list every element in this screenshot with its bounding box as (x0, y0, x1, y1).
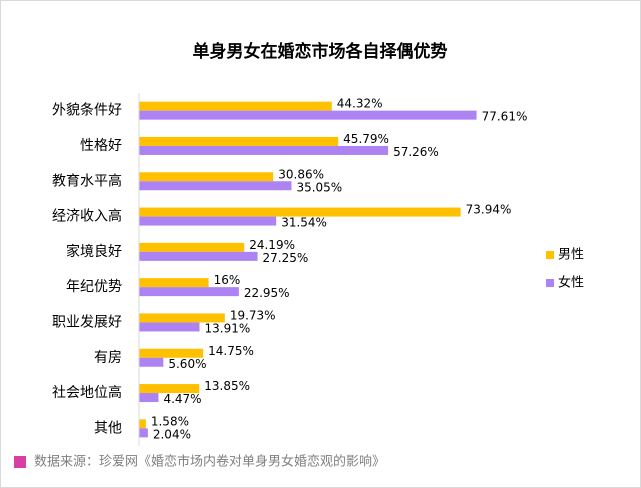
category-label: 经济收入高 (52, 208, 122, 225)
value-label: 4.47% (163, 392, 201, 406)
value-label: 57.26% (393, 145, 439, 159)
bar (139, 172, 274, 182)
bar (139, 251, 258, 261)
legend-label: 男性 (558, 248, 584, 263)
value-label: 73.94% (466, 203, 512, 217)
value-label: 35.05% (296, 180, 342, 194)
category-label: 外貌条件好 (52, 102, 122, 119)
bar (139, 216, 277, 226)
source-marker (14, 456, 26, 468)
bar (139, 419, 146, 429)
bar (139, 287, 239, 297)
value-label: 22.95% (244, 286, 290, 300)
category-label: 年纪优势 (66, 279, 122, 295)
value-label: 16% (214, 273, 241, 287)
value-label: 2.04% (153, 427, 191, 441)
bar (139, 322, 200, 332)
value-label: 13.91% (205, 321, 251, 335)
bar (139, 136, 339, 146)
value-label: 31.54% (281, 216, 327, 230)
bar (139, 181, 292, 191)
category-label: 其他 (94, 420, 122, 436)
value-label: 44.32% (337, 97, 383, 111)
bar (139, 242, 245, 252)
category-label: 职业发展好 (52, 314, 122, 330)
bar (139, 278, 209, 288)
category-label: 有房 (94, 350, 122, 366)
value-label: 45.79% (343, 132, 389, 146)
bar (139, 207, 461, 217)
category-label: 家境良好 (66, 243, 122, 260)
bar (139, 348, 204, 358)
value-label: 30.86% (278, 167, 324, 181)
value-label: 14.75% (208, 344, 254, 358)
bar (139, 101, 332, 111)
value-label: 19.73% (230, 308, 276, 322)
bar (139, 393, 159, 403)
source: 数据来源：珍爱网《婚恋市场内卷对单身男女婚恋观的影响》 (34, 454, 385, 470)
value-label: 27.25% (263, 251, 309, 265)
value-label: 24.19% (249, 238, 295, 252)
bar (139, 357, 164, 367)
legend-swatch (546, 251, 554, 259)
bar (139, 110, 477, 120)
bar (139, 384, 200, 394)
bar (139, 145, 389, 155)
legend-swatch (546, 279, 554, 287)
value-label: 13.85% (204, 379, 250, 393)
value-label: 1.58% (151, 414, 189, 428)
value-label: 5.60% (168, 357, 206, 371)
bar (139, 313, 225, 323)
category-label: 性格好 (80, 138, 122, 154)
chart-title: 单身男女在婚恋市场各自择偶优势 (193, 41, 448, 62)
category-label: 教育水平高 (52, 172, 122, 189)
bar (139, 428, 148, 438)
legend-label: 女性 (558, 275, 584, 291)
category-label: 社会地位高 (52, 384, 122, 401)
value-label: 77.61% (482, 110, 528, 124)
